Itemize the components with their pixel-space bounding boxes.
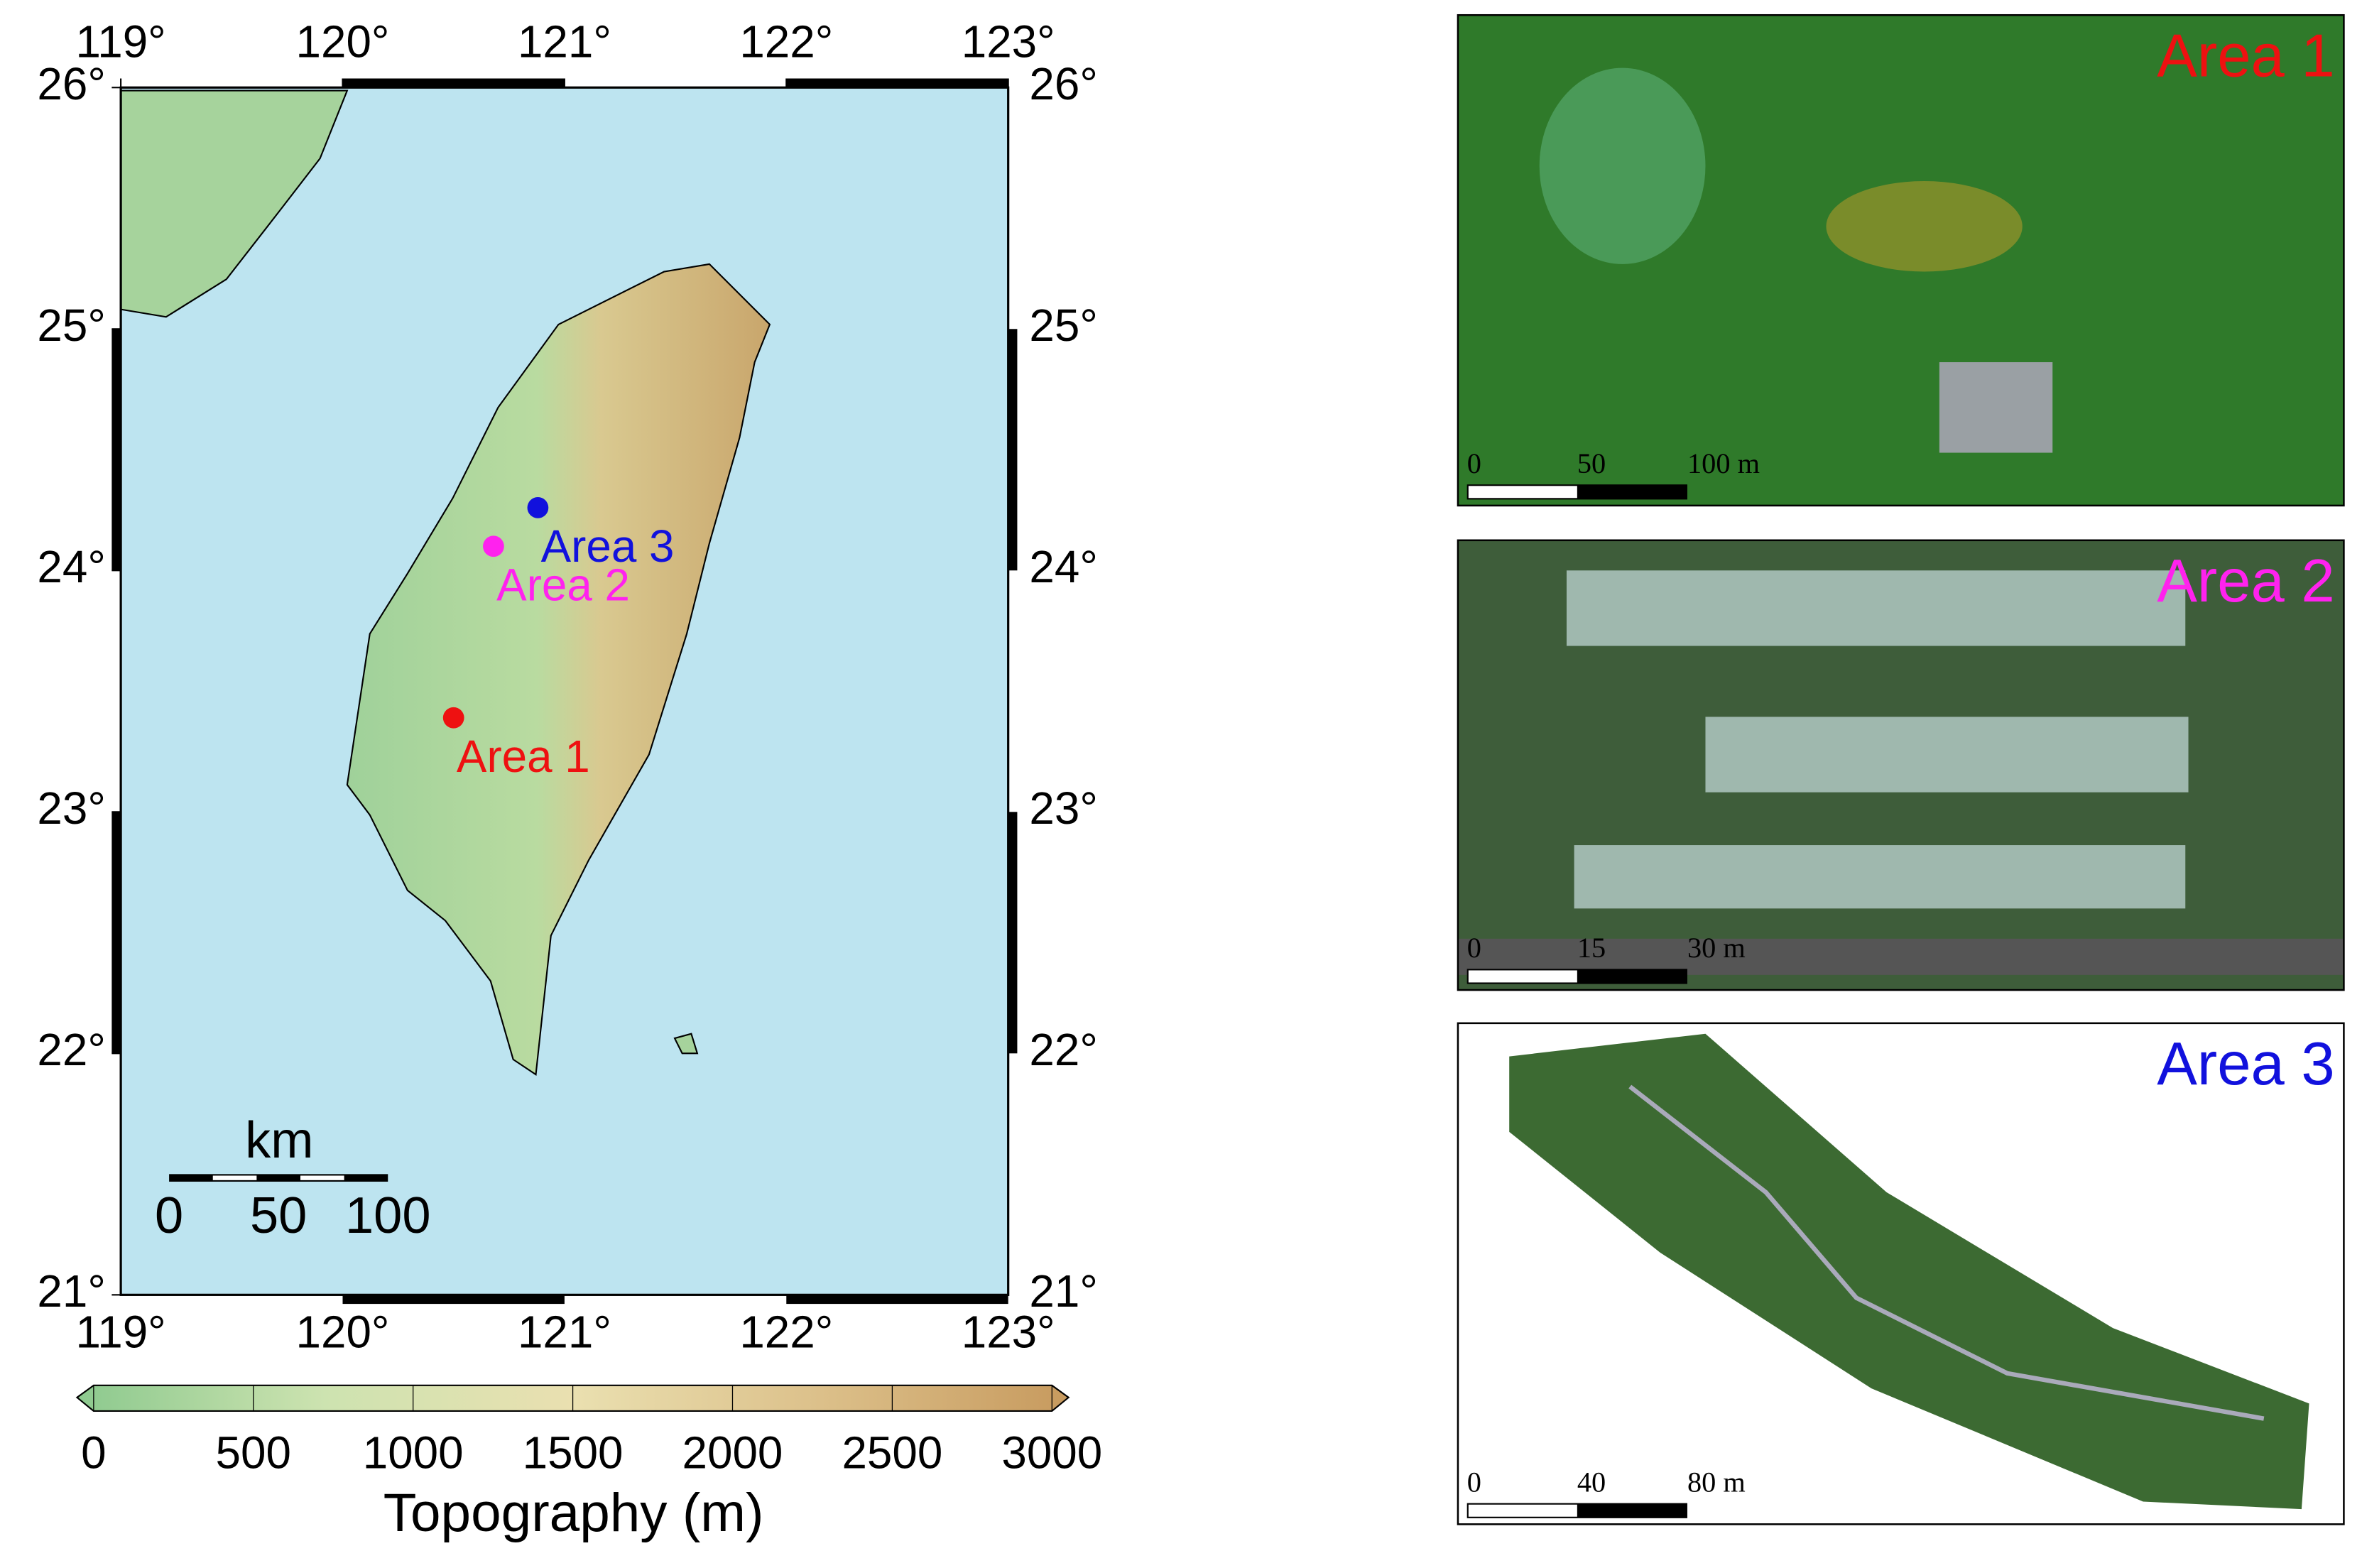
lat-label: 24°	[37, 541, 105, 592]
panel-label: Area 1	[2157, 22, 2334, 89]
scale-bar-rect	[169, 1174, 388, 1182]
lat-label: 25°	[37, 300, 105, 351]
scale-label: 100	[345, 1187, 431, 1244]
frame-bar	[342, 78, 565, 88]
photo-frame	[1457, 1022, 2345, 1525]
lon-label: 119°	[76, 1307, 166, 1358]
colorbar-label: 2500	[842, 1427, 942, 1479]
frame-bar	[111, 329, 121, 571]
lon-label: 121°	[518, 1307, 611, 1358]
ticks: 119° 119° 120° 120° 121° 121° 122° 122° 123° 123°…	[37, 16, 1097, 1358]
site-marker	[527, 497, 549, 518]
colorbar-label: 1000	[363, 1427, 464, 1479]
lat-label: 21°	[37, 1265, 105, 1317]
lon-label: 123°	[962, 1307, 1055, 1358]
path	[1628, 1084, 2265, 1421]
panels: Area 1 0 50 100 m Area 2 0 15 30 m Area 3 0 40 80 m	[1457, 13, 2345, 1525]
panel-scale-label: 30 m	[1687, 932, 1746, 964]
pond	[1539, 67, 1706, 264]
scale-label: 50	[250, 1187, 307, 1244]
lat-label: 22°	[1029, 1024, 1097, 1075]
colorbar-label: 2000	[682, 1427, 783, 1479]
mainland	[120, 89, 349, 318]
building	[1566, 570, 2186, 646]
lon-label: 119°	[76, 16, 166, 67]
site-label: Area 3	[541, 521, 675, 572]
scale-bar-rect	[300, 1175, 344, 1180]
panel-label: Area 3	[2157, 1030, 2334, 1098]
scale-bar	[1468, 970, 1577, 983]
lat-label: 23°	[1029, 783, 1097, 834]
scale-bar: km	[169, 1112, 388, 1182]
scale-label: 0	[155, 1187, 183, 1244]
colorbar-ticks: 0 500 1000 1500 2000 2500 3000	[81, 1385, 1102, 1479]
lat-label: 25°	[1029, 300, 1097, 351]
panel-scale-label: 0	[1467, 447, 1481, 479]
lon-label: 120°	[296, 16, 390, 67]
scale-labels: 0 50 100	[155, 1187, 431, 1244]
colorbar-title: Topography (m)	[383, 1483, 764, 1543]
lat-label: 26°	[37, 58, 105, 109]
frame-bar	[342, 1295, 565, 1305]
panel-scale-label: 40	[1577, 1466, 1606, 1498]
lat-label: 24°	[1029, 541, 1097, 592]
site-marker	[483, 535, 504, 557]
colorbar-label: 3000	[1001, 1427, 1102, 1479]
frame-bar	[1008, 812, 1018, 1054]
panel-scale-label: 0	[1467, 1466, 1481, 1498]
frame-bars	[111, 78, 1018, 1305]
scale-unit: km	[245, 1112, 313, 1169]
site-marker	[442, 707, 464, 729]
lat-label: 26°	[1029, 58, 1097, 109]
lon-label: 122°	[739, 16, 833, 67]
panel-scale-label: 50	[1577, 447, 1606, 479]
colorbar-label: 500	[216, 1427, 291, 1479]
lon-label: 121°	[518, 16, 611, 67]
scale-bar-rect	[212, 1175, 257, 1180]
lat-label: 21°	[1029, 1265, 1097, 1317]
frame-bar	[786, 1295, 1008, 1305]
colorbar-label: 1500	[523, 1427, 624, 1479]
frame-bar	[1008, 329, 1018, 571]
lat-label: 23°	[37, 783, 105, 834]
lon-label: 122°	[739, 1307, 833, 1358]
building	[1939, 362, 2053, 453]
panel-scale-label: 15	[1577, 932, 1606, 964]
lat-label: 22°	[37, 1024, 105, 1075]
panel-label: Area 2	[2157, 548, 2334, 615]
panel-scale-label: 80 m	[1687, 1466, 1746, 1498]
building	[1705, 717, 2189, 793]
site-label: Area 2	[496, 560, 630, 611]
pond	[1826, 181, 2023, 272]
taiwan	[346, 263, 771, 1076]
panel-scale-label: 100 m	[1687, 447, 1760, 479]
site-label: Area 1	[457, 731, 590, 782]
island	[673, 1033, 699, 1055]
frame-bar	[786, 78, 1008, 88]
scale-bar	[1468, 1504, 1577, 1517]
lon-label: 120°	[296, 1307, 390, 1358]
frame-bar	[111, 812, 121, 1054]
scale-bar	[1468, 486, 1577, 499]
colorbar-label: 0	[81, 1427, 106, 1479]
building	[1574, 845, 2186, 909]
photo-frame	[1457, 539, 2345, 991]
panel-scale-label: 0	[1467, 932, 1481, 964]
photo-frame	[1457, 13, 2345, 507]
lon-label: 123°	[962, 16, 1055, 67]
